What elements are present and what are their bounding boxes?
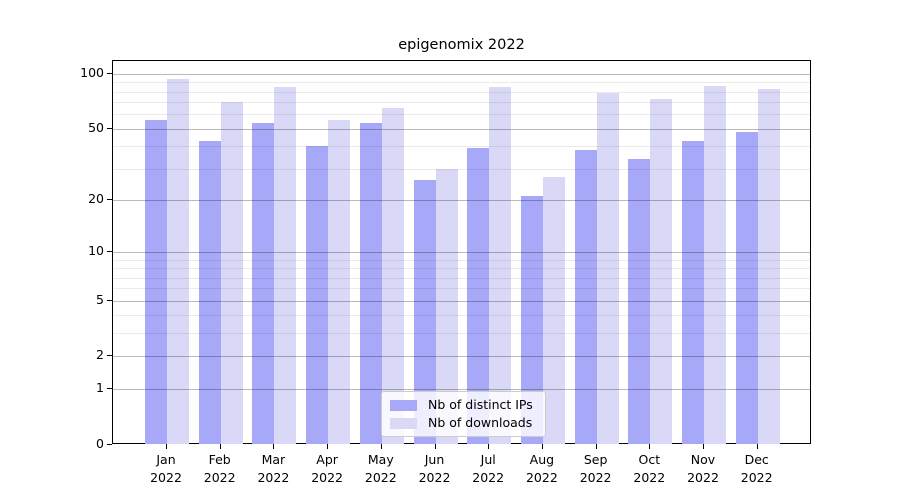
x-tick	[649, 443, 651, 449]
gridline-y-minor	[113, 268, 810, 270]
bar-ips-jan	[145, 119, 167, 445]
gridline-y-minor	[113, 146, 810, 148]
bar-ips-feb	[198, 140, 221, 445]
bar-downloads-nov	[704, 85, 726, 445]
chart-title: epigenomix 2022	[398, 37, 525, 53]
y-tick	[107, 250, 112, 252]
x-tick-label: Mar 2022	[257, 452, 290, 485]
y-tick	[107, 443, 112, 445]
bar-downloads-sep	[596, 92, 619, 445]
x-tick-label: Jul 2022	[472, 452, 505, 485]
gridline-y-minor	[113, 168, 810, 170]
x-tick	[327, 443, 329, 449]
grid-layer	[113, 61, 810, 443]
bar-ips-mar	[252, 122, 275, 445]
x-tick-label: Feb 2022	[203, 452, 236, 485]
x-tick-label: Sep 2022	[579, 452, 612, 485]
x-tick	[434, 443, 436, 449]
bar-downloads-feb	[220, 102, 243, 445]
gridline-y-minor	[113, 288, 810, 290]
y-tick-label: 2	[96, 347, 104, 363]
x-tick-label: Jun 2022	[418, 452, 451, 485]
plot-area: Nb of distinct IPs Nb of downloads	[112, 60, 811, 445]
legend-label-downloads: Nb of downloads	[428, 415, 533, 430]
y-tick	[107, 299, 112, 301]
y-tick-label: 50	[88, 119, 104, 135]
x-tick-label: Aug 2022	[525, 452, 558, 485]
x-tick	[166, 443, 167, 449]
gridline-y-major	[113, 251, 810, 253]
y-tick-label: 20	[88, 191, 104, 207]
gridline-y-major	[113, 300, 810, 302]
x-tick	[541, 443, 543, 449]
y-tick-label: 1	[96, 379, 104, 395]
x-tick-label: Jan 2022	[150, 452, 182, 485]
bar-downloads-jan	[167, 78, 189, 445]
y-tick	[107, 199, 112, 201]
x-tick-label: May 2022	[364, 452, 397, 485]
y-tick-label: 100	[80, 65, 104, 80]
bar-ips-sep	[574, 150, 597, 445]
x-tick	[219, 443, 221, 449]
x-tick	[488, 443, 490, 449]
gridline-y-major	[113, 356, 810, 358]
gridline-y-major	[113, 388, 810, 390]
bar-downloads-mar	[274, 86, 297, 445]
gridline-y-minor	[113, 333, 810, 335]
bar-downloads-aug	[542, 176, 565, 445]
bar-downloads-dec	[757, 88, 780, 445]
y-tick	[107, 127, 112, 129]
legend: Nb of distinct IPs Nb of downloads	[381, 391, 546, 437]
gridline-y-major	[113, 128, 810, 130]
bar-ips-apr	[306, 146, 329, 445]
gridline-y-major	[113, 74, 810, 75]
gridline-y-minor	[113, 315, 810, 317]
legend-swatch-downloads	[390, 417, 417, 429]
gridline-y-minor	[113, 277, 810, 279]
legend-swatch-distinct-ips	[390, 399, 417, 411]
gridline-y-minor	[113, 114, 810, 116]
y-tick	[107, 387, 112, 389]
x-tick-label: Apr 2022	[311, 452, 343, 485]
y-tick	[107, 355, 112, 357]
gridline-y-minor	[113, 259, 810, 261]
legend-label-distinct-ips: Nb of distinct IPs	[428, 397, 533, 412]
x-tick	[380, 443, 382, 449]
gridline-y-minor	[113, 91, 810, 93]
bars-layer	[113, 61, 810, 445]
x-tick-label: Dec 2022	[740, 452, 773, 485]
bar-downloads-apr	[328, 119, 351, 445]
y-tick	[107, 73, 112, 74]
bar-downloads-oct	[650, 98, 673, 445]
x-tick-label: Oct 2022	[633, 452, 666, 485]
gridline-y-minor	[113, 82, 810, 84]
y-tick-label: 0	[96, 435, 104, 451]
x-tick-label: Nov 2022	[687, 452, 719, 485]
y-tick-label: 5	[96, 291, 104, 307]
bar-ips-oct	[628, 159, 651, 445]
legend-item-downloads: Nb of downloads	[390, 416, 537, 430]
gridline-y-major	[113, 200, 810, 202]
bar-ips-nov	[682, 140, 704, 445]
gridline-y-minor	[113, 102, 810, 104]
x-tick	[756, 443, 758, 449]
bar-ips-may	[359, 122, 382, 445]
bar-ips-dec	[735, 132, 758, 445]
legend-item-distinct-ips: Nb of distinct IPs	[390, 398, 537, 412]
x-tick	[595, 443, 597, 449]
x-tick	[703, 443, 704, 449]
x-tick	[273, 443, 275, 449]
y-tick-label: 10	[88, 242, 104, 258]
